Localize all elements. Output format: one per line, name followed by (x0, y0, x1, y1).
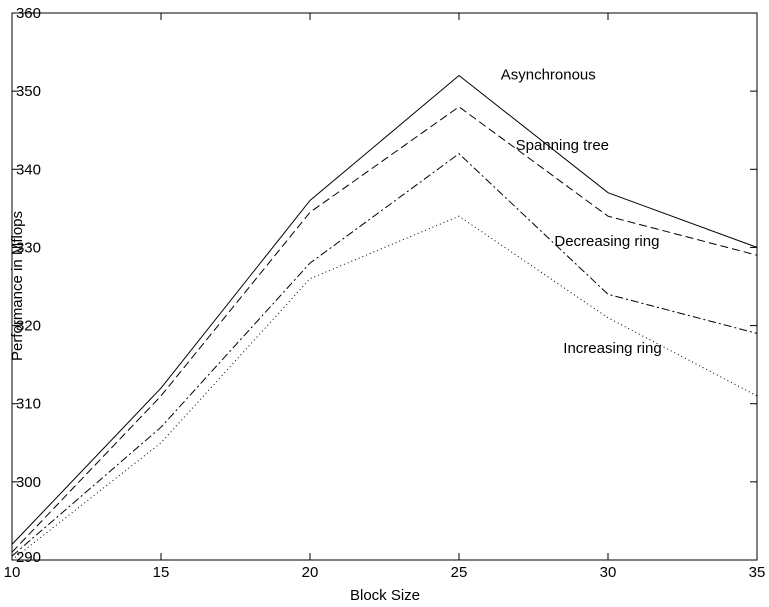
series-labels: Asynchronous Spanning tree Decreasing ring… (501, 66, 662, 357)
y-tick-label: 360 (16, 5, 41, 22)
x-tick-label: 30 (600, 564, 617, 581)
series-label-spanning-tree: Spanning tree (516, 137, 609, 154)
x-tick-label: 35 (749, 564, 766, 581)
y-axis-label: Performance in Mflops (9, 211, 26, 361)
series-label-asynchronous: Asynchronous (501, 66, 596, 83)
x-tick-label: 10 (4, 564, 21, 581)
y-tick-label: 350 (16, 83, 41, 100)
y-tick-label: 320 (16, 318, 41, 335)
series-label-decreasing-ring: Decreasing ring (554, 233, 659, 250)
series-line-spanning-tree (11, 106, 758, 553)
y-tick-label: 330 (16, 239, 41, 256)
series-lines (11, 74, 758, 561)
tick-labels: 10 15 20 25 30 35 290 300 310 320 330 340 350 360 (4, 5, 766, 581)
x-tick-label: 25 (451, 564, 468, 581)
series-line-decreasing-ring (11, 153, 758, 557)
series-line-asynchronous (11, 74, 758, 545)
x-axis-label: Block Size (350, 587, 420, 604)
y-tick-label: 300 (16, 474, 41, 491)
x-tick-label: 20 (302, 564, 319, 581)
y-tick-label: 310 (16, 396, 41, 413)
series-label-increasing-ring: Increasing ring (563, 340, 661, 357)
series-line-increasing-ring (11, 215, 758, 561)
plot-area (11, 12, 758, 561)
axis-ticks (11, 12, 758, 561)
y-tick-label: 290 (16, 549, 41, 566)
x-tick-label: 15 (153, 564, 170, 581)
y-tick-label: 340 (16, 161, 41, 178)
